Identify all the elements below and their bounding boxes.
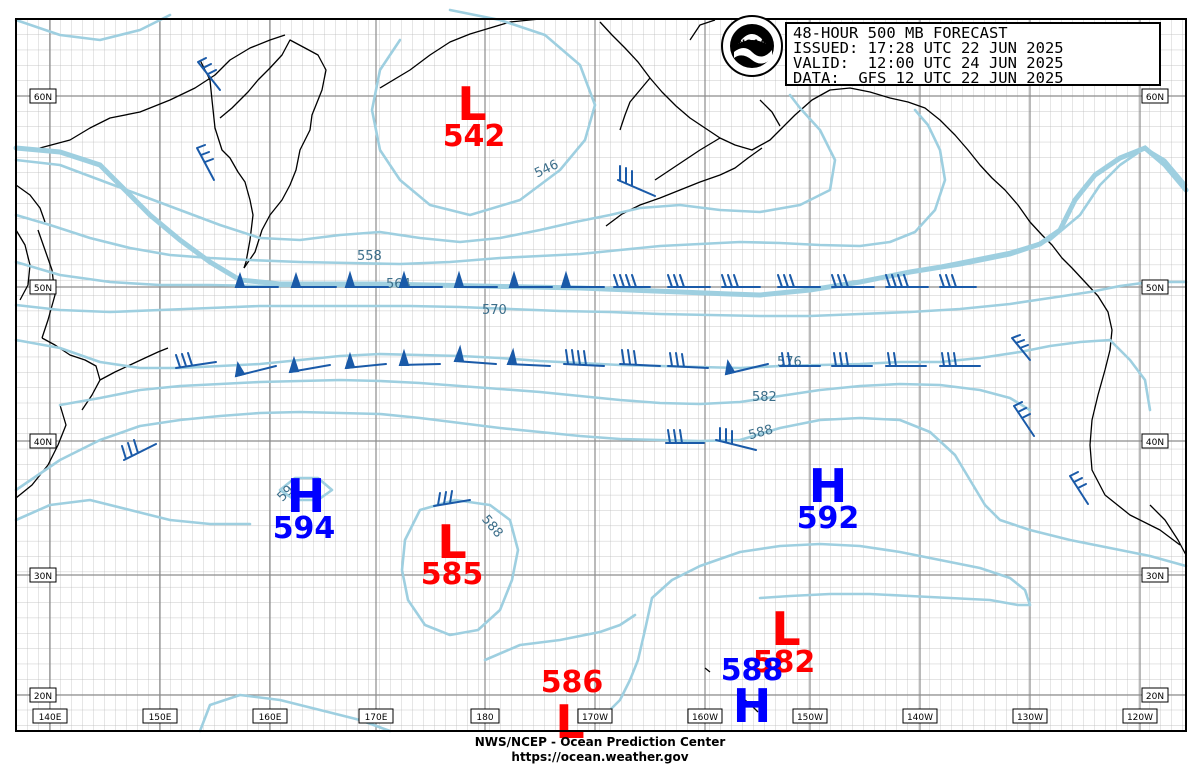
lon-label: 170W bbox=[582, 713, 608, 723]
footer-agency: NWS/NCEP - Ocean Prediction Center bbox=[474, 735, 726, 749]
contour-label: 558 bbox=[357, 249, 382, 264]
contour-label: 570 bbox=[482, 303, 507, 318]
low-center-letter: L bbox=[437, 515, 466, 569]
high-center-letter: H bbox=[809, 459, 848, 513]
noaa-logo: NOAA bbox=[721, 15, 783, 77]
low-center-letter: L bbox=[771, 602, 800, 656]
lat-label: 50N bbox=[34, 284, 52, 294]
siberia-coast bbox=[15, 34, 286, 151]
lon-label: 140E bbox=[39, 713, 62, 723]
logo-text: NOAA bbox=[738, 39, 767, 49]
low-center-value: 542 bbox=[443, 119, 506, 154]
contour-588-south bbox=[483, 613, 637, 662]
contour-588-cutoff bbox=[400, 498, 520, 637]
lon-label: 120W bbox=[1127, 713, 1153, 723]
contour-546-low bbox=[370, 8, 597, 217]
bering-east-coast bbox=[599, 21, 1181, 546]
low-center-value: 585 bbox=[421, 557, 484, 592]
contour-label: 582 bbox=[752, 390, 777, 405]
alaska-islands bbox=[689, 19, 781, 127]
contour-546-west bbox=[14, 13, 172, 42]
map-border bbox=[15, 18, 1187, 732]
lon-label: 170E bbox=[365, 713, 388, 723]
data-source: DATA: GFS 12 UTC 22 JUN 2025 bbox=[793, 69, 1064, 87]
lat-label: 20N bbox=[34, 692, 52, 702]
lat-label: 20N bbox=[1146, 692, 1164, 702]
forecast-title: 48-HOUR 500 MB FORECAST bbox=[793, 24, 1008, 42]
low-center-value: 586 bbox=[541, 665, 604, 700]
baja-coast bbox=[1149, 504, 1187, 556]
issued-time: ISSUED: 17:28 UTC 22 JUN 2025 bbox=[793, 39, 1064, 57]
contour-582 bbox=[58, 378, 1032, 412]
kuril-islands bbox=[99, 347, 169, 381]
footer-url[interactable]: https://ocean.weather.gov bbox=[511, 750, 689, 764]
valid-time: VALID: 12:00 UTC 24 JUN 2025 bbox=[793, 54, 1064, 72]
high-center-value: 588 bbox=[721, 653, 784, 688]
bristol-bay bbox=[654, 137, 721, 181]
wind-barbs bbox=[121, 57, 1089, 507]
lat-label: 50N bbox=[1146, 284, 1164, 294]
lon-label: 180 bbox=[476, 713, 493, 723]
okhotsk-coast bbox=[15, 184, 46, 223]
contour-594-small bbox=[278, 476, 334, 502]
honshu-coast bbox=[15, 404, 67, 499]
wind-barb-row-45n bbox=[175, 334, 1031, 378]
contour-588-subtropic bbox=[14, 498, 1032, 722]
latitude-labels: 60N 60N 50N 50N 40N 40N 30N 30N 20N 20N bbox=[29, 88, 1169, 703]
contour-552 bbox=[14, 93, 837, 244]
high-center-value: 594 bbox=[273, 511, 336, 546]
lon-label: 150W bbox=[797, 713, 823, 723]
lon-label: 150E bbox=[149, 713, 172, 723]
lat-label: 40N bbox=[1146, 438, 1164, 448]
lon-label: 130W bbox=[1017, 713, 1043, 723]
pressure-centers: L 542 H 594 L 585 H 592 L 582 H 588 586 … bbox=[273, 77, 860, 749]
contour-570 bbox=[14, 280, 1188, 318]
kamchatka-east-coast bbox=[219, 39, 327, 269]
lat-label: 30N bbox=[34, 572, 52, 582]
minor-graticule bbox=[16, 19, 1186, 731]
lat-label: 30N bbox=[1146, 572, 1164, 582]
west-alaska bbox=[619, 77, 651, 131]
lon-label: 160E bbox=[259, 713, 282, 723]
forecast-info-box: 48-HOUR 500 MB FORECAST ISSUED: 17:28 UT… bbox=[785, 22, 1161, 86]
jet-contours bbox=[13, 145, 1189, 298]
high-center-value: 592 bbox=[797, 501, 860, 536]
low-center-letter: L bbox=[457, 77, 486, 131]
contour-east-coast bbox=[1108, 338, 1152, 412]
lat-label: 60N bbox=[1146, 93, 1164, 103]
lat-label: 40N bbox=[34, 438, 52, 448]
contour-label: 588 bbox=[747, 422, 775, 443]
low-center-value: 582 bbox=[753, 645, 816, 680]
contour-558 bbox=[14, 108, 947, 266]
contour-588 bbox=[14, 410, 1188, 568]
kamchatka-coast bbox=[199, 59, 254, 269]
wind-barb-misc bbox=[121, 57, 1089, 507]
high-center-letter: H bbox=[733, 679, 772, 733]
lon-label: 140W bbox=[907, 713, 933, 723]
lat-label: 60N bbox=[34, 93, 52, 103]
longitude-labels: 140E 150E 160E 170E 180 170W 160W 150W 1… bbox=[32, 708, 1158, 724]
height-contours bbox=[14, 8, 1188, 733]
high-center-letter: H bbox=[287, 469, 326, 523]
lon-label: 160W bbox=[692, 713, 718, 723]
wind-barb-row-50n bbox=[234, 270, 977, 288]
hawaii-islands bbox=[704, 667, 759, 713]
